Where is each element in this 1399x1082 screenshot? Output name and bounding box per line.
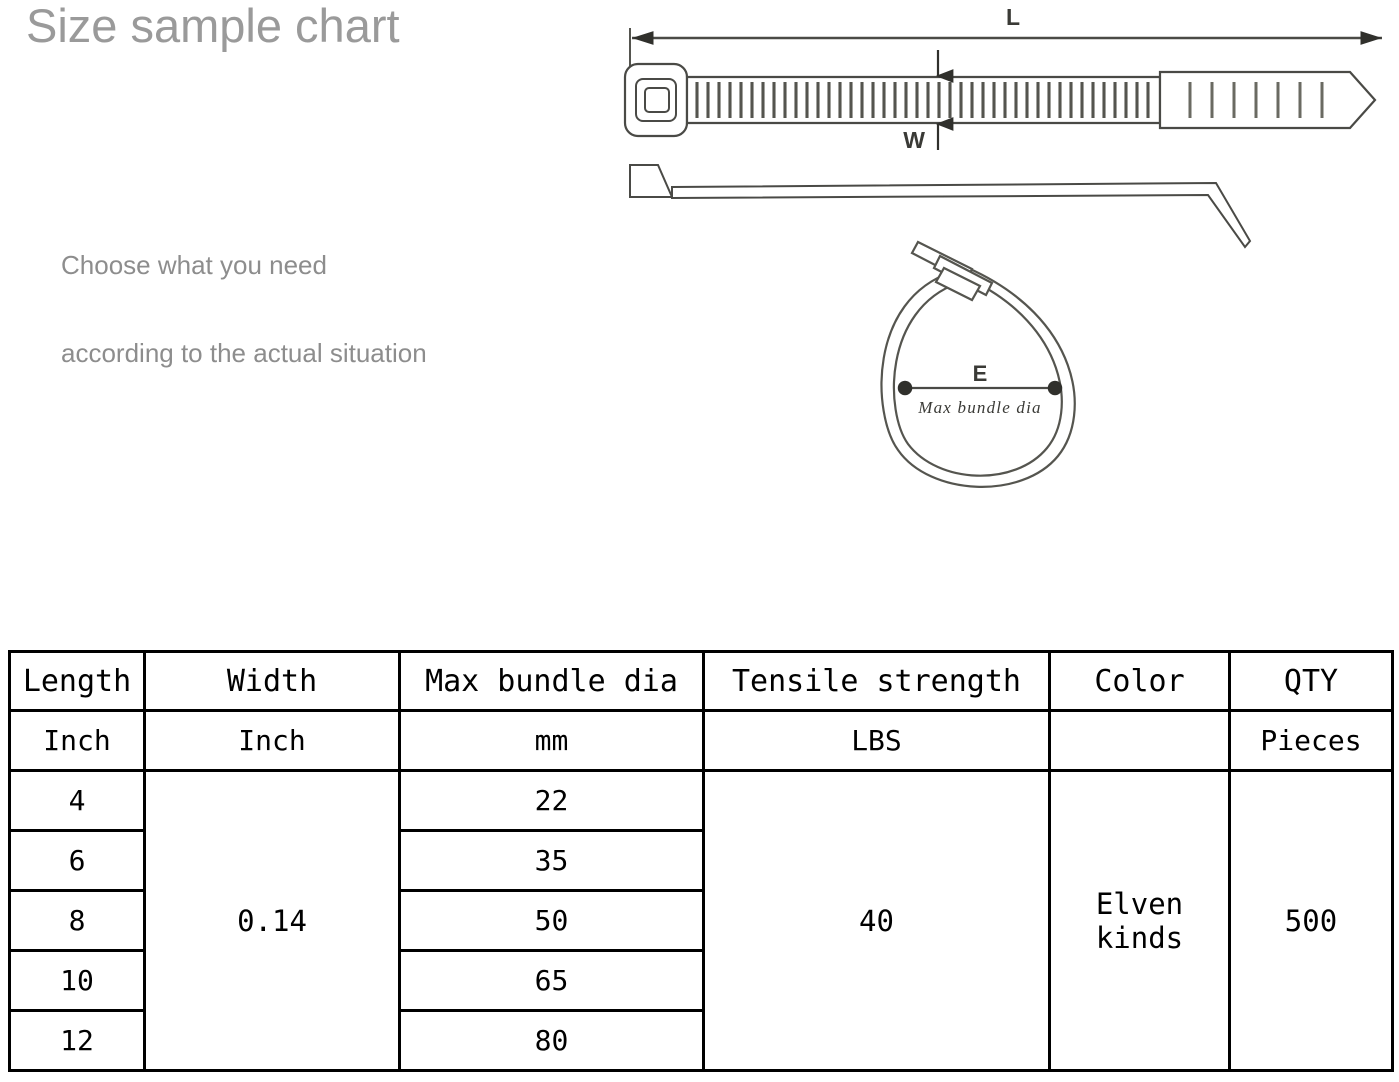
cable-tie-loop-view bbox=[880, 240, 1076, 488]
cable-tie-diagram: L bbox=[600, 0, 1399, 560]
cell-length: 6 bbox=[8, 829, 146, 892]
table-header-row: Length Width Max bundle dia Tensile stre… bbox=[8, 650, 1394, 712]
unit-length: Inch bbox=[8, 709, 146, 772]
spec-table: Length Width Max bundle dia Tensile stre… bbox=[8, 650, 1394, 1072]
cell-dia: 65 bbox=[398, 949, 705, 1012]
cell-length: 10 bbox=[8, 949, 146, 1012]
cell-dia: 50 bbox=[398, 889, 705, 952]
page-title: Size sample chart bbox=[26, 0, 400, 52]
bundle-label: E bbox=[973, 361, 988, 386]
cell-dia: 80 bbox=[398, 1009, 705, 1072]
table-row: 10 65 bbox=[8, 949, 1393, 1012]
header-width: Width bbox=[143, 650, 401, 712]
unit-dia: mm bbox=[398, 709, 705, 772]
table-units-row: Inch Inch mm LBS Pieces bbox=[8, 709, 1394, 772]
cell-length: 8 bbox=[8, 889, 146, 952]
note-line-2: according to the actual situation bbox=[61, 338, 427, 368]
length-label: L bbox=[1006, 4, 1020, 30]
cell-qty-merged: 500 bbox=[1228, 769, 1394, 1072]
cell-color-merged: Elven kinds bbox=[1048, 769, 1231, 1072]
header-tensile-strength: Tensile strength bbox=[702, 650, 1051, 712]
cell-length: 12 bbox=[8, 1009, 146, 1072]
unit-width: Inch bbox=[143, 709, 401, 772]
table-row: 8 50 bbox=[8, 889, 1393, 952]
cell-dia: 35 bbox=[398, 829, 705, 892]
cell-width-merged: 0.14 bbox=[143, 769, 401, 1072]
bundle-caption: Max bundle dia bbox=[917, 398, 1042, 417]
length-dimension bbox=[629, 28, 1382, 72]
cell-tensile-merged: 40 bbox=[702, 769, 1051, 1072]
cable-tie-side-view bbox=[629, 164, 1252, 249]
width-label: W bbox=[903, 127, 925, 153]
header-qty: QTY bbox=[1228, 650, 1394, 712]
table-row: 12 80 bbox=[8, 1009, 1393, 1072]
header-length: Length bbox=[8, 650, 146, 712]
cell-dia: 22 bbox=[398, 769, 705, 832]
unit-color bbox=[1048, 709, 1231, 772]
table-row: 6 35 bbox=[8, 829, 1393, 892]
unit-qty: Pieces bbox=[1228, 709, 1394, 772]
unit-tensile: LBS bbox=[702, 709, 1051, 772]
header-color: Color bbox=[1048, 650, 1231, 712]
cell-length: 4 bbox=[8, 769, 146, 832]
cable-tie-top-view bbox=[623, 62, 1377, 138]
note-line-1: Choose what you need bbox=[61, 250, 327, 280]
table-row: 4 0.14 22 40 Elven kinds 500 bbox=[8, 769, 1394, 1072]
header-max-bundle-dia: Max bundle dia bbox=[398, 650, 705, 712]
